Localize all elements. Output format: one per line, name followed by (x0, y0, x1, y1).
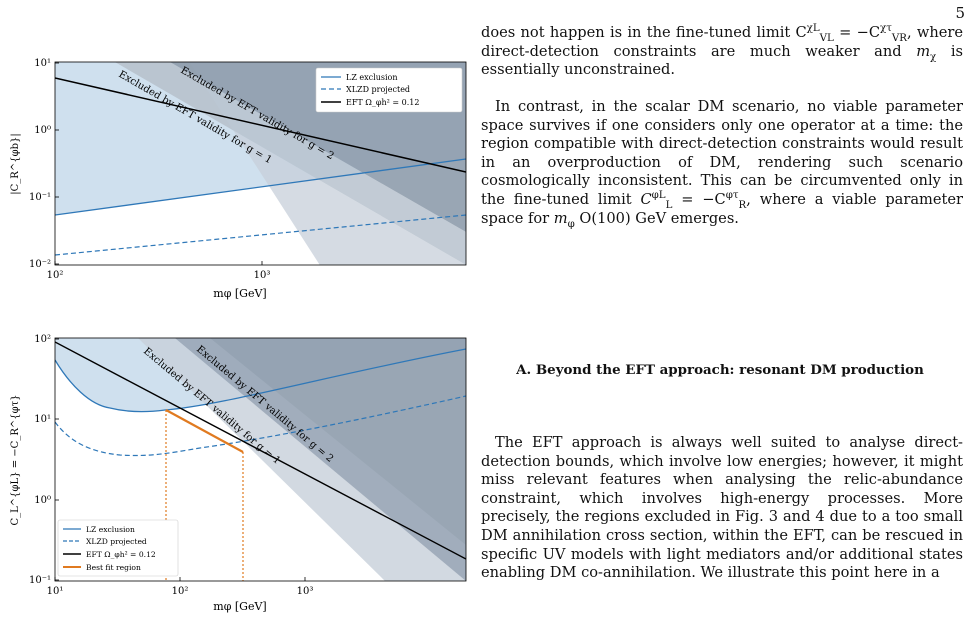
text-span: where direct-detection constraints are m… (481, 24, 964, 60)
y-tick-label: 10¹ (34, 414, 51, 425)
math-sup: χL (806, 23, 820, 35)
x-tick-label: 10¹ (47, 586, 64, 597)
text-span: is essentially unconstrained. (481, 42, 964, 79)
legend-item: XLZD projected (346, 85, 410, 94)
math-sub: φ (567, 218, 575, 230)
text-span: , where a viable parameter space for (481, 190, 964, 227)
paragraph-3: The EFT approach is always well suited t… (481, 434, 963, 583)
xlzd-projected-line (55, 214, 466, 256)
lz-exclusion-line (55, 158, 466, 216)
text-span: In contrast, in the scalar DM scenario, … (481, 98, 963, 208)
page-number: 5 (955, 4, 965, 22)
legend-item: LZ exclusion (346, 73, 397, 82)
text-span: O(100) GeV emerges. (574, 209, 739, 227)
paragraph-1: does not happen is in the fine-tuned lim… (481, 24, 963, 80)
x-axis-label-top: mφ [GeV] (213, 287, 266, 300)
legend-item: EFT Ω_φh² = 0.12 (346, 98, 419, 107)
eft-relic-line (55, 341, 466, 560)
figure-top: Excluded by EFT validity for g = 1 Exclu… (0, 52, 470, 322)
legend-item: XLZD projected (86, 537, 147, 546)
lz-exclusion-line (55, 348, 466, 413)
math-var: m (916, 42, 931, 60)
math-sub: R (738, 199, 747, 211)
legend-item: EFT Ω_φh² = 0.12 (86, 550, 156, 559)
y-tick-label: 10⁻² (29, 259, 51, 270)
legend-top: LZ exclusion XLZD projected EFT Ω_φh² = … (315, 67, 463, 113)
math-sub: VR (891, 32, 907, 44)
x-tick-label: 10³ (297, 586, 314, 597)
math-var: C (640, 190, 652, 208)
y-tick-label: 10⁰ (34, 125, 51, 136)
text-span: , (906, 24, 912, 41)
legend-bottom: LZ exclusion XLZD projected EFT Ω_φh² = … (57, 519, 179, 577)
xlzd-projected-line (55, 395, 466, 457)
x-axis-label-bottom: mφ [GeV] (213, 600, 266, 613)
x-tick-label: 10³ (254, 270, 271, 281)
math-var: m (553, 209, 568, 227)
y-tick-label: 10⁻¹ (29, 575, 51, 586)
y-tick-label: 10⁻¹ (29, 192, 51, 203)
x-tick-label: 10² (47, 270, 64, 281)
text-span: = −C (672, 190, 726, 208)
y-tick-label: 10¹ (34, 58, 51, 69)
axes-frame-bottom (54, 337, 467, 582)
section-heading: A. Beyond the EFT approach: resonant DM … (516, 362, 924, 378)
eft-band-g1 (138, 338, 466, 581)
text-span: The EFT approach is always well suited t… (481, 434, 963, 582)
eft-relic-line (55, 77, 466, 173)
y-tick-label: 10² (34, 334, 51, 345)
figure-bottom: Excluded by EFT validity for g = 1 Exclu… (0, 330, 470, 620)
y-tick-label: 10⁰ (34, 495, 51, 506)
math-sup: φτ (725, 190, 739, 202)
math-sub: L (665, 199, 673, 211)
axes-frame-top (54, 61, 467, 266)
math-sub: VL (819, 32, 834, 44)
best-fit-segment (165, 409, 244, 453)
text-span: does not happen is in the fine-tuned lim… (481, 24, 807, 41)
text-span: = −C (833, 24, 881, 41)
legend-item: LZ exclusion (86, 525, 135, 534)
x-tick-label: 10² (172, 586, 189, 597)
math-sup: φL (651, 190, 666, 202)
y-axis-label-bottom: C_L^{φL} = −C_R^{φτ} (10, 395, 21, 526)
paragraph-2: In contrast, in the scalar DM scenario, … (481, 98, 964, 230)
legend-item: Best fit region (86, 563, 141, 572)
math-sup: χτ (880, 23, 892, 35)
eft-band-g1-dark (115, 62, 466, 265)
y-axis-label-top: |C_R^{φb}| (10, 133, 21, 194)
math-sub: χ (930, 51, 937, 63)
